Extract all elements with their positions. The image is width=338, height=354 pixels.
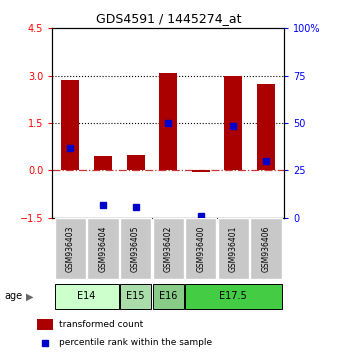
Bar [55, 284, 119, 309]
Bar [257, 84, 275, 170]
Bar [62, 80, 79, 170]
Text: ▶: ▶ [26, 291, 33, 302]
Bar [37, 319, 53, 330]
Bar [185, 218, 216, 279]
Bar [159, 73, 177, 170]
Text: E17.5: E17.5 [219, 291, 247, 302]
Bar [224, 76, 242, 170]
Bar [120, 284, 151, 309]
Text: GSM936405: GSM936405 [131, 225, 140, 272]
Text: E16: E16 [159, 291, 177, 302]
Bar [218, 218, 249, 279]
Text: E14: E14 [77, 291, 96, 302]
Bar [94, 156, 112, 170]
Text: percentile rank within the sample: percentile rank within the sample [59, 338, 212, 347]
Text: transformed count: transformed count [59, 320, 143, 329]
Bar [120, 218, 151, 279]
Text: GDS4591 / 1445274_at: GDS4591 / 1445274_at [96, 12, 242, 25]
Text: GSM936402: GSM936402 [164, 225, 173, 272]
Text: GSM936400: GSM936400 [196, 225, 205, 272]
Text: GSM936404: GSM936404 [98, 225, 107, 272]
Bar [250, 218, 282, 279]
Text: GSM936401: GSM936401 [229, 225, 238, 272]
Text: GSM936403: GSM936403 [66, 225, 75, 272]
Bar [185, 284, 282, 309]
Bar [126, 155, 145, 170]
Text: E15: E15 [126, 291, 145, 302]
Bar [55, 218, 86, 279]
Bar [87, 218, 119, 279]
Text: age: age [4, 291, 22, 302]
Bar [152, 218, 184, 279]
Text: GSM936406: GSM936406 [262, 225, 270, 272]
Bar [192, 170, 210, 172]
Bar [152, 284, 184, 309]
